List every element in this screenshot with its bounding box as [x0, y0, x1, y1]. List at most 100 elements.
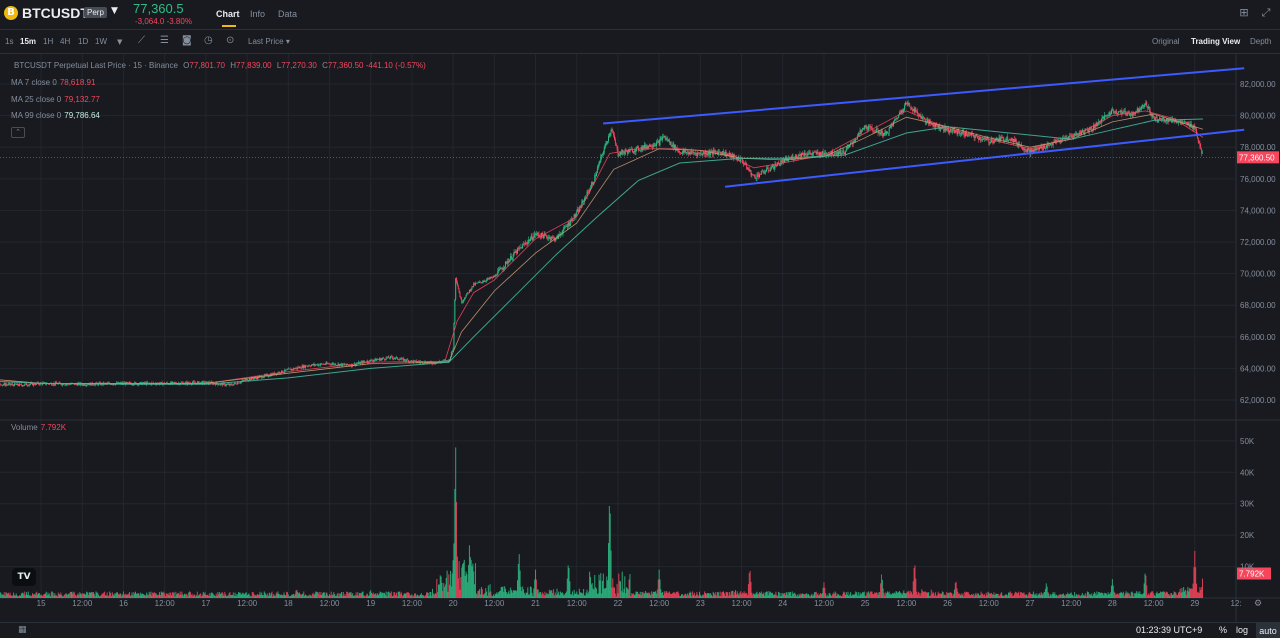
candle-body [704, 152, 706, 155]
candle-body [1040, 146, 1042, 149]
candle-body [493, 276, 495, 277]
volume-bar [868, 593, 870, 598]
price-source-dropdown[interactable]: Last Price ▾ [248, 37, 290, 46]
candle-body [957, 129, 959, 135]
volume-bar [1114, 592, 1116, 598]
candle-body [655, 144, 657, 146]
clock[interactable]: 01:23:39 UTC+9 [1136, 625, 1203, 635]
volume-bar [653, 592, 655, 598]
candle-body [474, 283, 476, 285]
candle-body [391, 356, 393, 358]
candle-body [862, 128, 864, 130]
interval-15m[interactable]: 15m [20, 37, 37, 46]
volume-bar [1068, 594, 1070, 598]
candle-body [346, 363, 348, 366]
log-toggle[interactable]: log [1236, 625, 1249, 635]
percent-toggle[interactable]: % [1219, 625, 1228, 635]
volume-bar [974, 594, 976, 598]
volume-bar [741, 594, 743, 598]
volume-bar [570, 594, 572, 598]
time-tick-label: 16 [119, 599, 128, 608]
volume-bar [76, 594, 78, 598]
volume-bar [2, 594, 4, 598]
volume-bar [786, 592, 788, 598]
volume-bar [868, 591, 870, 598]
volume-bar [1182, 592, 1184, 598]
volume-bar [35, 592, 37, 598]
interval-1d[interactable]: 1D [78, 37, 89, 46]
settings-icon[interactable]: ☰ [160, 35, 169, 46]
price-chart-svg[interactable]: 77,360.507.792K82,000.0080,000.0078,000.… [0, 54, 1280, 622]
candle-body [631, 148, 633, 150]
candle-body [688, 152, 690, 155]
volume-bar [778, 592, 780, 598]
candle-body [713, 150, 715, 152]
volume-bar [1135, 591, 1137, 598]
volume-bar [896, 591, 898, 598]
scale-settings-icon[interactable]: ⚙ [1254, 599, 1262, 609]
volume-bar [1102, 593, 1104, 598]
volume-bar [619, 580, 621, 598]
volume-bar [190, 594, 192, 598]
candle-body [774, 164, 776, 168]
volume-bar [84, 593, 86, 598]
candle-body [701, 154, 703, 156]
interval-1w[interactable]: 1W [95, 37, 107, 46]
volume-bar [707, 593, 709, 598]
legend-ma99[interactable]: MA 99 close 0 79,786.64 [11, 111, 100, 120]
view-depth[interactable]: Depth [1250, 37, 1272, 46]
interval-4h[interactable]: 4H [60, 37, 71, 46]
date-range-icon[interactable]: ▦ [18, 625, 27, 635]
candle-body [543, 233, 545, 239]
candle-body [172, 382, 174, 383]
volume-bar [31, 596, 33, 598]
chart-area[interactable]: 77,360.50 7.792K 82,000.00 80,000.00 78,000.… [0, 54, 1280, 622]
volume-bar [168, 595, 170, 598]
indicators-icon[interactable]: ⟋ [138, 35, 145, 46]
candle-body [513, 251, 515, 255]
view-original[interactable]: Original [1152, 37, 1180, 46]
candle-body [406, 359, 408, 361]
volume-bar [288, 596, 290, 598]
volume-bar [935, 592, 937, 598]
volume-bar [194, 594, 196, 598]
candle-body [904, 105, 906, 109]
candle-body [192, 381, 194, 383]
collapse-legend-icon[interactable]: ⌃ [11, 127, 25, 138]
volume-bar [341, 591, 343, 598]
interval-dropdown-icon[interactable]: ▼ [117, 38, 123, 46]
symbol-name[interactable]: BTCUSDT [22, 5, 89, 21]
alert-icon[interactable]: ⊙ [226, 35, 235, 46]
auto-toggle[interactable]: auto [1256, 623, 1280, 638]
view-trading-view[interactable]: Trading View [1191, 37, 1241, 46]
interval-1h[interactable]: 1H [43, 37, 54, 46]
volume-bar [250, 596, 252, 598]
tradingview-logo[interactable]: TV [12, 568, 36, 586]
chevron-down-icon[interactable]: ▼ [111, 6, 118, 16]
volume-bar [302, 593, 304, 598]
volume-bar [271, 591, 273, 598]
candle-body [802, 154, 804, 156]
interval-1s[interactable]: 1s [5, 37, 14, 46]
grid-layout-icon[interactable]: ⊞ [1239, 6, 1249, 19]
candle-body [814, 151, 816, 153]
volume-bar [928, 592, 930, 598]
camera-icon[interactable]: ◙ [182, 35, 192, 46]
volume-bar [870, 591, 872, 598]
legend-ma7[interactable]: MA 7 close 0 78,618.91 [11, 78, 95, 87]
tab-chart[interactable]: Chart [216, 9, 240, 19]
volume-bar [150, 591, 152, 598]
volume-bar [238, 592, 240, 598]
tab-info[interactable]: Info [250, 9, 266, 19]
volume-bar [439, 575, 441, 598]
candle-body [29, 384, 31, 385]
legend-ma25[interactable]: MA 25 close 0 79,132.77 [11, 95, 100, 104]
volume-bar [688, 592, 690, 598]
tab-data[interactable]: Data [278, 9, 298, 19]
candle-body [1044, 144, 1046, 149]
replay-icon[interactable]: ◷ [204, 35, 213, 46]
candle-body [348, 365, 350, 366]
volume-bar [481, 589, 483, 598]
volume-bar [1141, 594, 1143, 598]
expand-icon[interactable]: ⤢ [1261, 6, 1271, 19]
